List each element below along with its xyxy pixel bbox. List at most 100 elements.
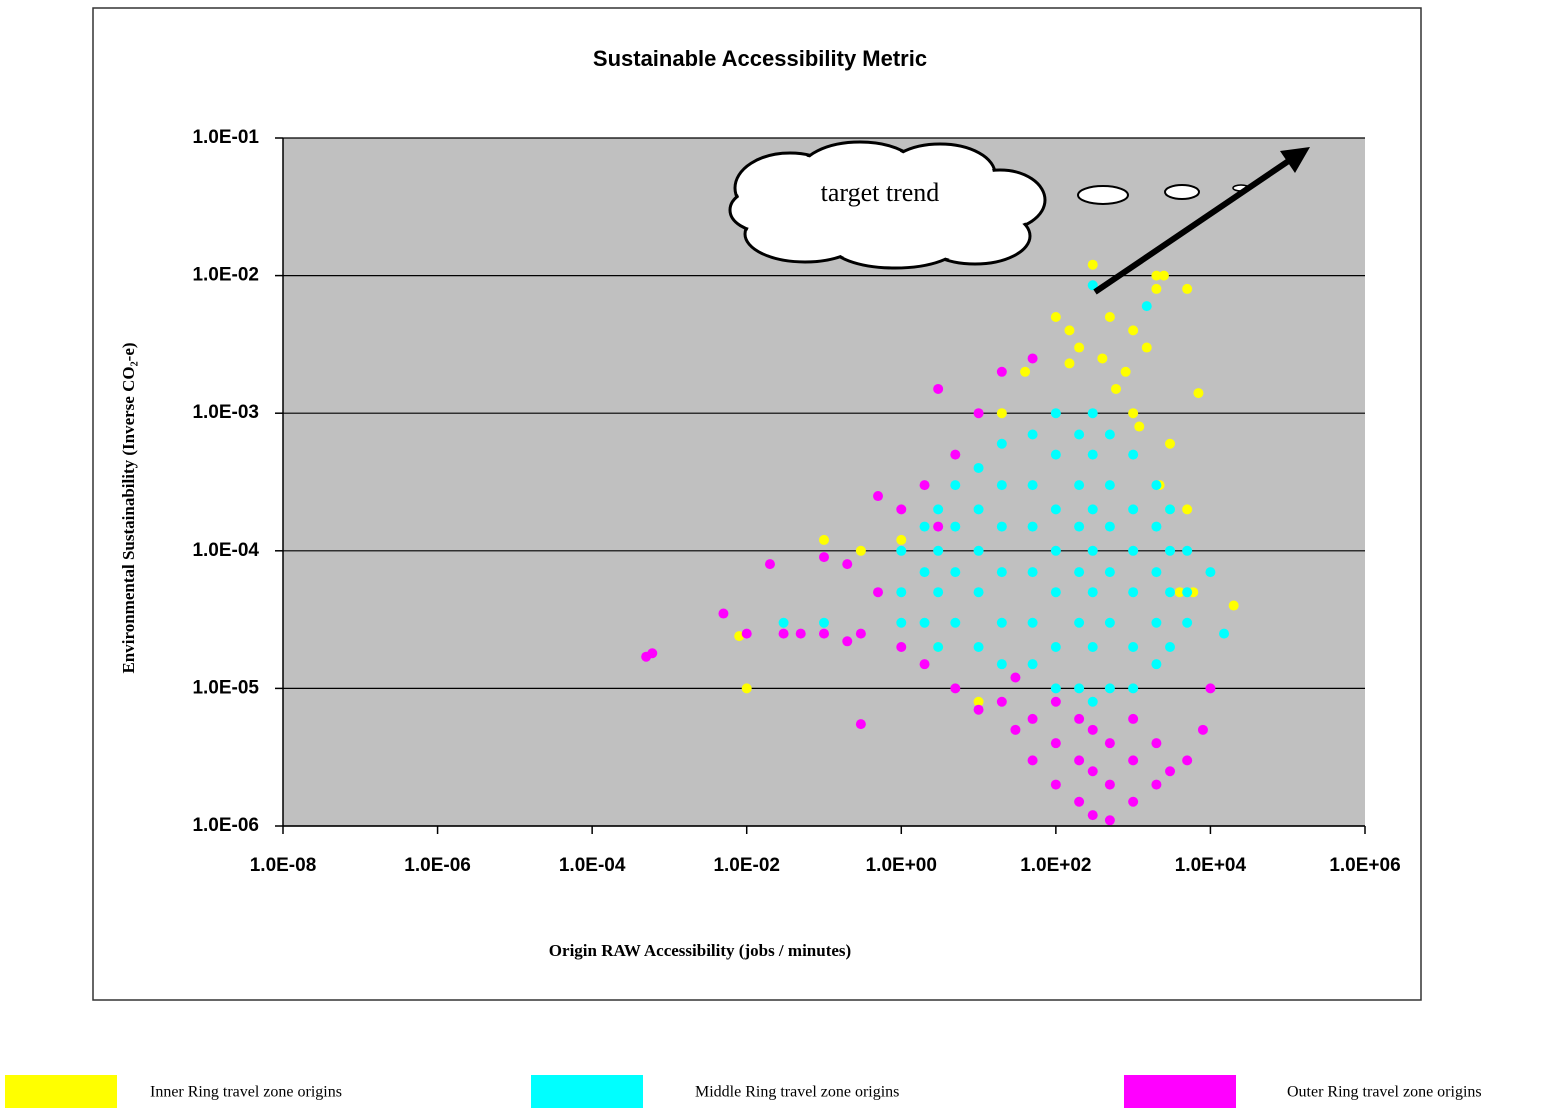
point: [1064, 358, 1074, 368]
point: [1028, 659, 1038, 669]
point: [997, 367, 1007, 377]
point: [950, 522, 960, 532]
point: [1074, 618, 1084, 628]
x-tick-label: 1.0E-06: [404, 855, 471, 876]
point: [974, 546, 984, 556]
point: [1051, 697, 1061, 707]
point: [920, 522, 930, 532]
y-tick-label: 1.0E-01: [192, 127, 259, 148]
point: [974, 408, 984, 418]
point: [1051, 450, 1061, 460]
point: [997, 408, 1007, 418]
point: [1193, 388, 1203, 398]
point: [856, 546, 866, 556]
legend-label: Middle Ring travel zone origins: [695, 1084, 899, 1101]
point: [920, 659, 930, 669]
point: [1074, 343, 1084, 353]
point: [1151, 284, 1161, 294]
x-tick-label: 1.0E+06: [1329, 855, 1400, 876]
point: [1074, 797, 1084, 807]
y-tick-label: 1.0E-02: [192, 265, 259, 286]
point: [1105, 780, 1115, 790]
point: [1165, 587, 1175, 597]
point: [933, 587, 943, 597]
point: [974, 504, 984, 514]
point: [1028, 755, 1038, 765]
point: [997, 697, 1007, 707]
chart: 1.0E-061.0E-051.0E-041.0E-031.0E-021.0E-…: [0, 0, 1551, 1108]
x-tick-label: 1.0E-04: [559, 855, 626, 876]
chart-title: Sustainable Accessibility Metric: [593, 46, 927, 71]
y-axis-label: Environmental Sustainability (Inverse CO…: [119, 342, 138, 673]
point: [1182, 587, 1192, 597]
point: [1088, 725, 1098, 735]
point: [842, 636, 852, 646]
point: [1165, 642, 1175, 652]
point: [819, 552, 829, 562]
point: [997, 567, 1007, 577]
point: [1074, 714, 1084, 724]
point: [997, 439, 1007, 449]
point: [1128, 325, 1138, 335]
point: [1219, 629, 1229, 639]
point: [1088, 260, 1098, 270]
point: [1028, 522, 1038, 532]
point: [1064, 325, 1074, 335]
x-axis-label: Origin RAW Accessibility (jobs / minutes…: [549, 941, 851, 960]
point: [1088, 587, 1098, 597]
point: [1051, 408, 1061, 418]
point: [779, 629, 789, 639]
point: [896, 546, 906, 556]
point: [1151, 618, 1161, 628]
point: [1010, 673, 1020, 683]
point: [920, 567, 930, 577]
x-tick-label: 1.0E+04: [1175, 855, 1247, 876]
point: [920, 480, 930, 490]
y-tick-label: 1.0E-06: [192, 815, 259, 836]
point: [1051, 738, 1061, 748]
point: [873, 491, 883, 501]
point: [873, 587, 883, 597]
point: [950, 567, 960, 577]
point: [1105, 815, 1115, 825]
point: [1151, 480, 1161, 490]
point: [1182, 618, 1192, 628]
point: [1051, 683, 1061, 693]
legend-label: Outer Ring travel zone origins: [1287, 1084, 1482, 1101]
point: [1182, 504, 1192, 514]
point: [765, 559, 775, 569]
x-tick-label: 1.0E-08: [250, 855, 317, 876]
point: [1105, 480, 1115, 490]
point: [819, 535, 829, 545]
point: [1028, 714, 1038, 724]
y-tick-label: 1.0E-05: [192, 677, 259, 698]
point: [1105, 312, 1115, 322]
point: [896, 535, 906, 545]
point: [1182, 284, 1192, 294]
point: [933, 504, 943, 514]
point: [1134, 422, 1144, 432]
point: [1088, 766, 1098, 776]
point: [933, 522, 943, 532]
point: [1051, 312, 1061, 322]
point: [1159, 271, 1169, 281]
point: [1151, 522, 1161, 532]
point: [950, 480, 960, 490]
point: [1105, 618, 1115, 628]
point: [1028, 430, 1038, 440]
point: [1028, 353, 1038, 363]
point: [1051, 780, 1061, 790]
point: [997, 618, 1007, 628]
point: [933, 384, 943, 394]
point: [1074, 430, 1084, 440]
point: [1151, 780, 1161, 790]
point: [1074, 683, 1084, 693]
point: [896, 504, 906, 514]
point: [974, 587, 984, 597]
point: [950, 450, 960, 460]
point: [1128, 755, 1138, 765]
point: [1205, 683, 1215, 693]
point: [779, 618, 789, 628]
point: [1121, 367, 1131, 377]
